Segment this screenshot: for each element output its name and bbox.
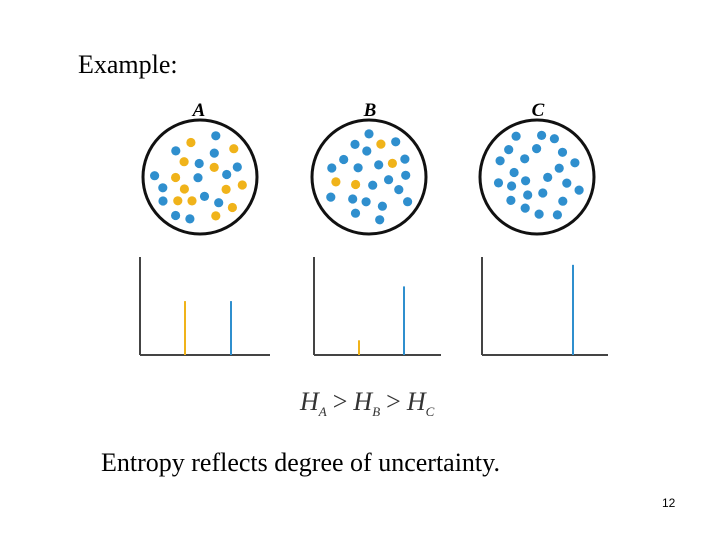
page-number: 12 [662,496,676,510]
yellow-ball [351,179,361,190]
blue-ball [557,147,568,157]
urn-circle [310,118,428,236]
blue-ball [554,163,564,173]
blue-ball [403,197,413,207]
blue-ball [495,156,505,166]
blue-ball [558,196,568,206]
blue-ball [232,162,242,172]
urn-label: B [363,100,377,121]
blue-ball [199,191,210,201]
blue-ball [158,183,168,193]
yellow-ball [227,202,237,213]
blue-ball [520,203,530,213]
blue-ball [348,194,358,204]
blue-ball [374,160,384,170]
blue-ball [350,208,361,218]
blue-ball [327,163,337,173]
blue-ball [507,181,517,191]
blue-ball [506,195,516,205]
yellow-ball [179,184,189,194]
blue-ball [538,188,548,198]
blue-ball [171,146,181,156]
blue-ball [537,130,547,140]
blue-ball [401,170,411,180]
yellow-ball [376,139,386,149]
blue-ball [361,197,371,207]
blue-ball [562,178,572,188]
blue-ball [511,131,521,141]
blue-ball [520,154,530,164]
blue-ball [549,134,560,144]
blue-ball [521,176,531,186]
urn-label: C [532,100,545,121]
blue-ball [574,185,584,195]
blue-ball [362,146,372,156]
blue-ball [552,210,563,220]
blue-ball [171,210,181,221]
blue-ball [185,214,195,224]
yellow-ball [171,172,181,183]
blue-ball [222,169,232,180]
urn-label: A [192,100,206,121]
yellow-ball [237,180,247,190]
slide-heading: Example: [78,50,178,79]
blue-ball [504,145,514,155]
blue-ball [543,172,553,182]
yellow-ball [331,177,341,187]
blue-ball [532,144,542,154]
blue-ball [384,175,394,185]
blue-ball [211,131,221,141]
formula-subscript: A [318,404,327,420]
yellow-ball [187,196,197,206]
blue-ball [375,215,385,225]
slide-caption: Entropy reflects degree of uncertainty. [101,448,500,477]
blue-ball [194,158,204,169]
formula-symbol: H [406,387,426,416]
blue-ball [326,192,336,202]
blue-ball [214,198,224,208]
blue-ball [368,180,378,190]
blue-ball [209,148,219,158]
entropy-formula: HA > HB > HC [300,387,434,420]
blue-ball [509,167,519,178]
blue-ball [523,190,533,200]
blue-ball [570,158,580,168]
blue-ball [158,196,168,206]
formula-subscript: B [372,404,381,420]
blue-ball [377,201,387,211]
yellow-ball [209,162,219,172]
formula-subscript: C [425,404,435,420]
blue-ball [400,154,410,164]
blue-ball [534,209,544,219]
blue-ball [350,139,360,149]
yellow-ball [179,157,189,167]
blue-ball [150,171,160,181]
blue-ball [193,173,203,183]
yellow-ball [221,184,231,194]
yellow-ball [387,158,397,168]
yellow-ball [229,144,239,154]
blue-ball [394,185,404,195]
blue-ball [493,178,504,188]
blue-ball [391,137,401,147]
formula-symbol: H [300,387,319,416]
blue-ball [364,129,374,139]
formula-operator: > [332,387,348,416]
blue-ball [339,154,349,165]
formula-operator: > [386,387,401,416]
blue-ball [353,163,363,173]
yellow-ball [173,196,183,206]
yellow-ball [186,137,196,148]
yellow-ball [211,211,221,221]
formula-symbol: H [353,387,373,416]
